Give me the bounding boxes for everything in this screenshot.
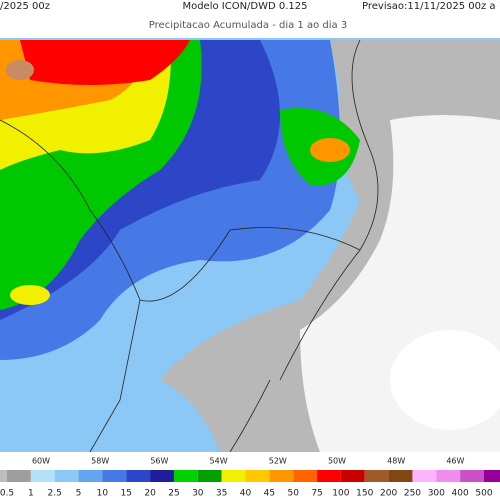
colorbar-swatch	[388, 470, 413, 482]
longitude-label: 52W	[269, 457, 287, 466]
map	[0, 38, 500, 452]
colorbar: 0.5 1 2.5 5 10 15 20 25 30 35 40 45 50 75 100 150 200 250…	[0, 470, 500, 499]
colorbar-label: 0.5	[0, 489, 14, 499]
colorbar-swatch	[221, 470, 246, 482]
longitude-label: 56W	[150, 457, 168, 466]
colorbar-label: 100	[332, 489, 349, 499]
longitude-label: 50W	[328, 457, 346, 466]
colorbar-swatch	[269, 470, 294, 482]
colorbar-swatch	[150, 470, 174, 482]
colorbar-swatch	[30, 470, 55, 482]
colorbar-swatch	[7, 470, 31, 482]
header-left: /2025 00z	[0, 1, 50, 12]
colorbar-label: 400	[452, 489, 469, 499]
subtitle: Precipitacao Acumulada - dia 1 ao dia 3	[149, 20, 347, 31]
colorbar-swatch	[102, 470, 127, 482]
colorbar-label: 30	[192, 489, 204, 499]
colorbar-label: 40	[240, 489, 252, 499]
colorbar-label: 45	[264, 489, 275, 499]
colorbar-label: 150	[356, 489, 373, 499]
colorbar-swatch	[293, 470, 318, 482]
colorbar-label: 5	[76, 489, 82, 499]
colorbar-swatch	[460, 470, 484, 482]
colorbar-label: 250	[404, 489, 421, 499]
colorbar-label: 500	[475, 489, 492, 499]
colorbar-swatch	[197, 470, 222, 482]
colorbar-swatch	[317, 470, 341, 482]
colorbar-swatch	[0, 470, 7, 482]
colorbar-swatch	[412, 470, 437, 482]
colorbar-label: 25	[168, 489, 179, 499]
colorbar-swatch	[126, 470, 151, 482]
colorbar-swatch	[484, 470, 500, 482]
colorbar-label: 200	[380, 489, 397, 499]
colorbar-label: 75	[311, 489, 322, 499]
longitude-label: 48W	[387, 457, 405, 466]
colorbar-swatch	[364, 470, 389, 482]
colorbar-label: 15	[121, 489, 132, 499]
colorbar-swatch	[54, 470, 79, 482]
colorbar-label: 300	[428, 489, 445, 499]
header-right: Previsao:11/11/2025 00z a 1	[362, 1, 500, 12]
colorbar-swatch	[340, 470, 365, 482]
colorbar-label: 1	[28, 489, 34, 499]
colorbar-label: 50	[287, 489, 299, 499]
colorbar-label: 20	[144, 489, 156, 499]
colorbar-swatch	[78, 470, 103, 482]
header-center: Modelo ICON/DWD 0.125	[182, 1, 307, 12]
colorbar-swatch	[436, 470, 461, 482]
colorbar-swatch	[173, 470, 198, 482]
longitude-label: 58W	[91, 457, 109, 466]
colorbar-swatch	[245, 470, 270, 482]
longitude-label: 60W	[32, 457, 50, 466]
colorbar-label: 2.5	[48, 489, 62, 499]
colorbar-label: 10	[97, 489, 109, 499]
colorbar-label: 35	[216, 489, 227, 499]
longitude-label: 46W	[446, 457, 464, 466]
longitude-label: 54W	[210, 457, 228, 466]
longitude-labels: 60W 58W 56W 54W 52W 50W 48W 46W	[32, 457, 465, 466]
